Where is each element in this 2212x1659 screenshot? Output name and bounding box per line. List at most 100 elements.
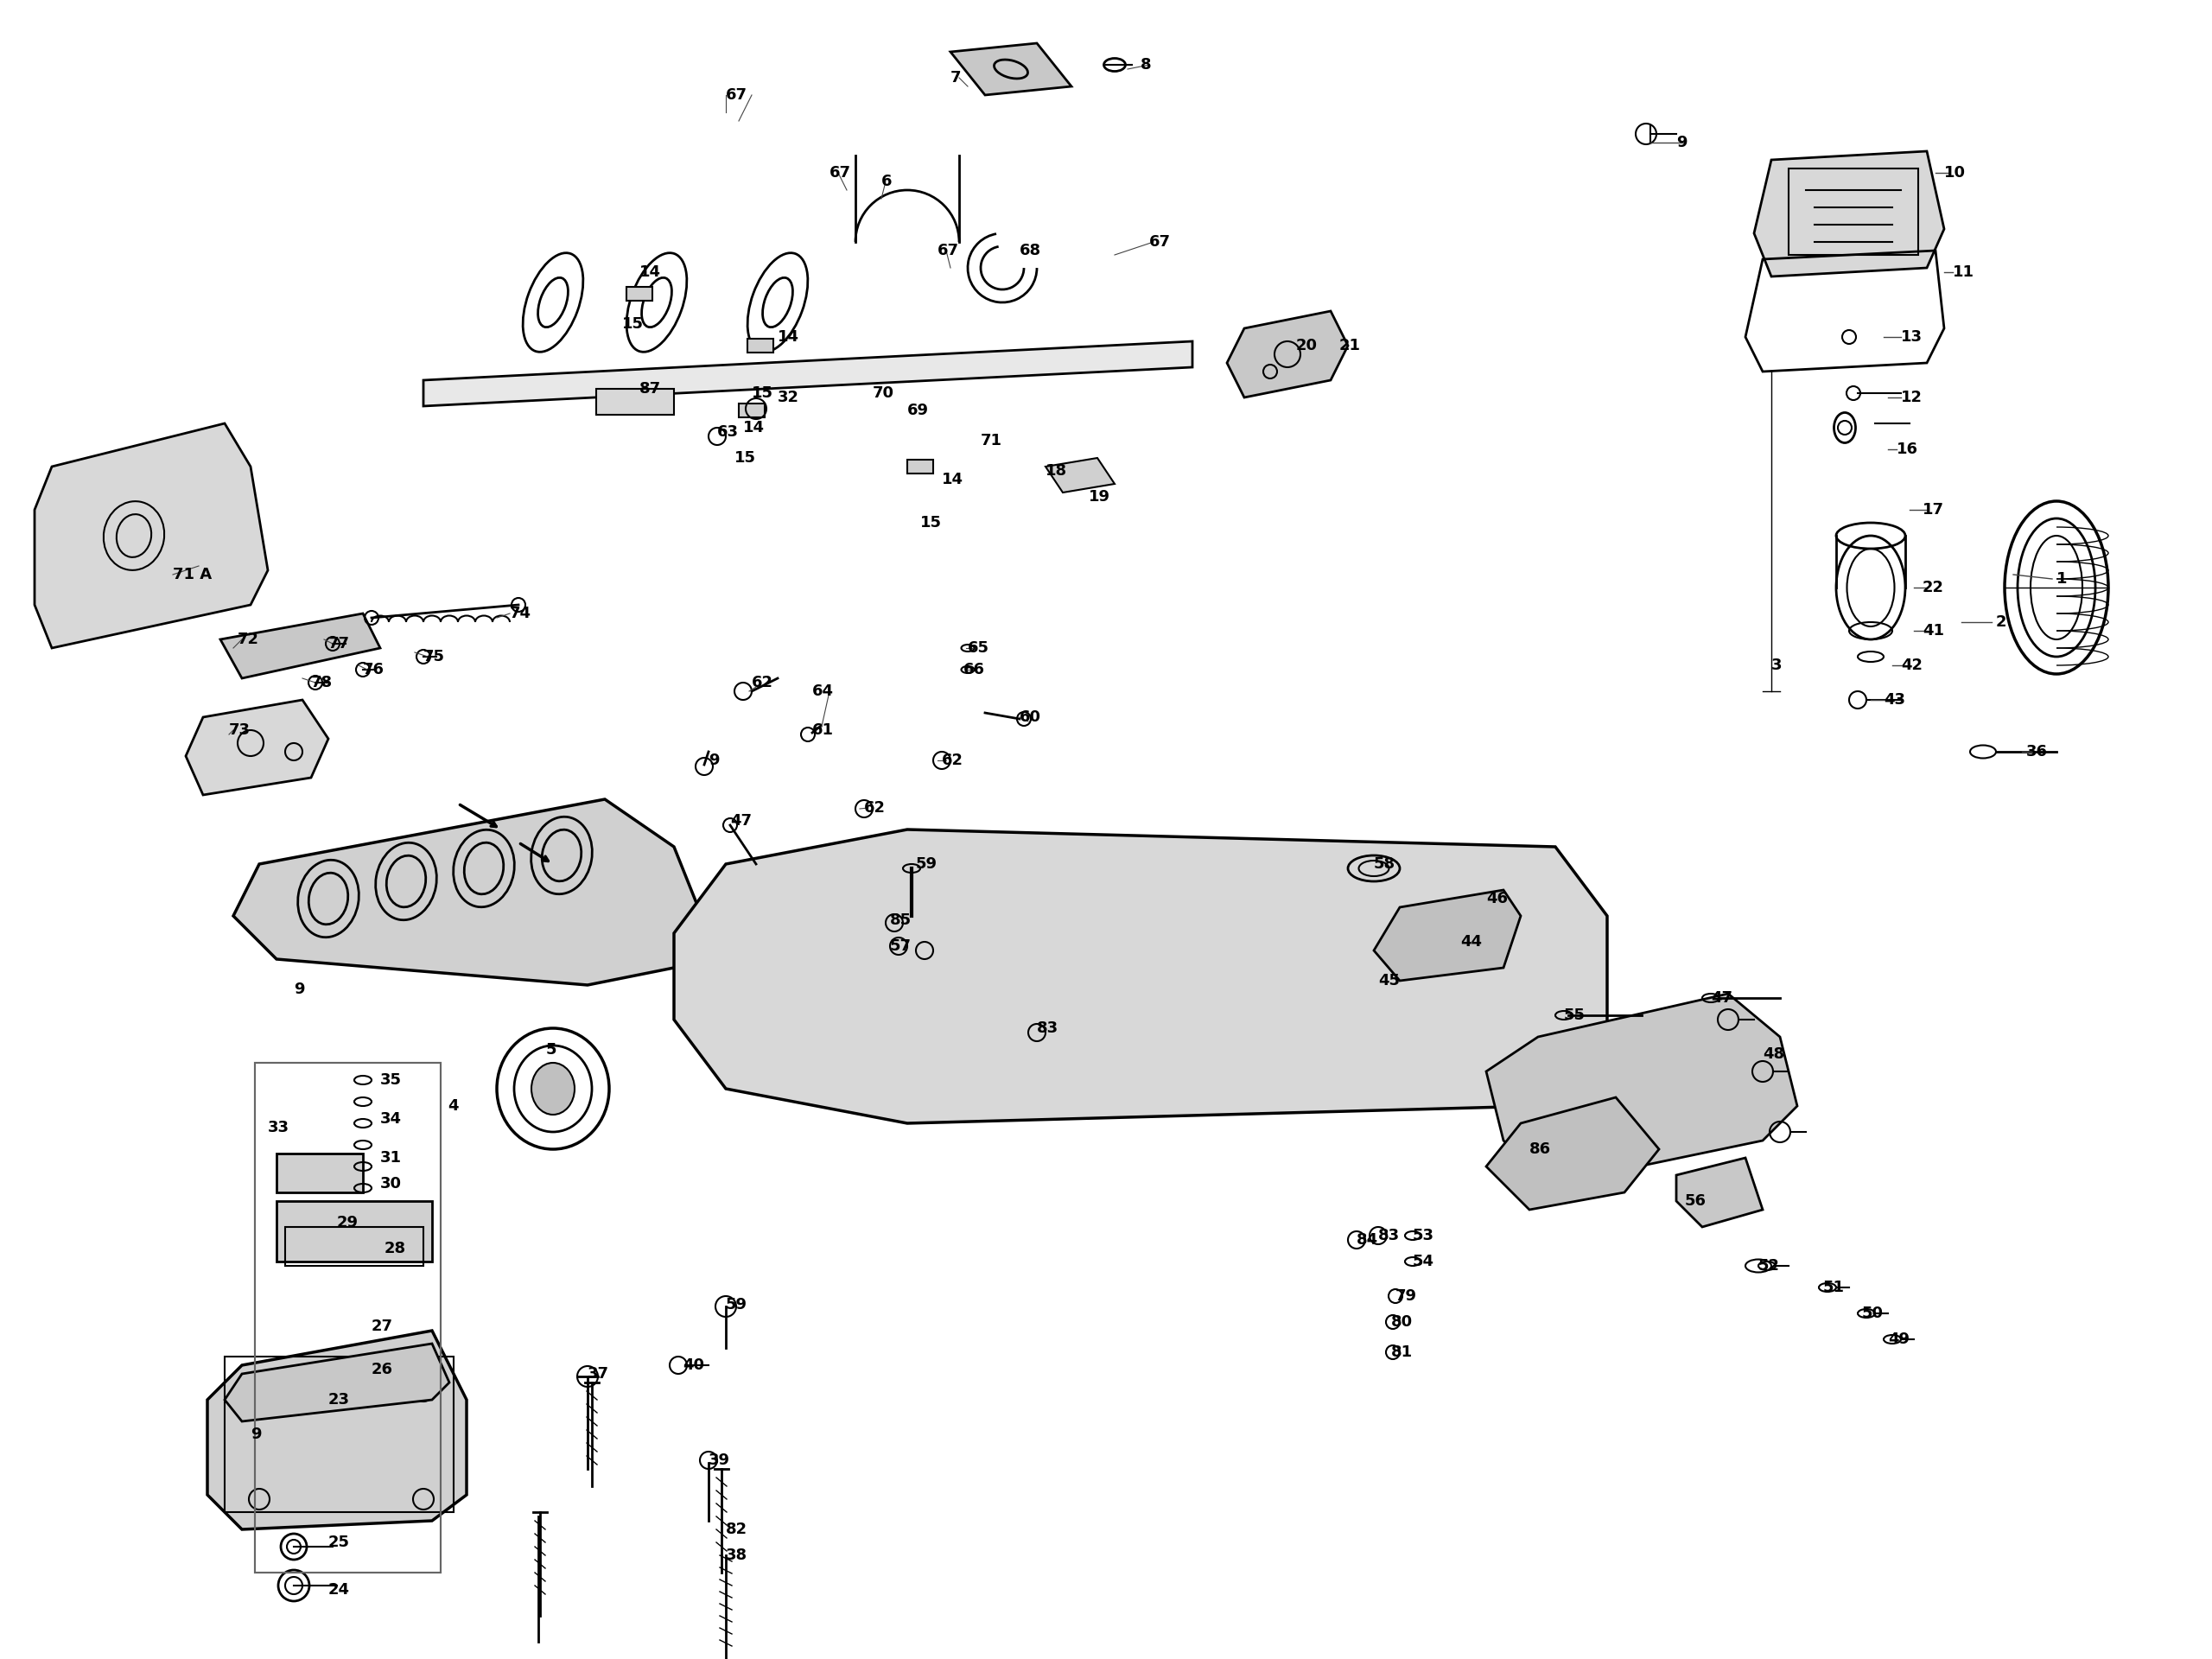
Text: 47: 47 <box>730 813 752 828</box>
Text: 36: 36 <box>2026 743 2048 760</box>
Polygon shape <box>226 1344 449 1422</box>
Text: 81: 81 <box>1391 1344 1413 1360</box>
Text: 63: 63 <box>717 425 739 440</box>
Bar <box>285 1228 422 1266</box>
Text: 16: 16 <box>1896 441 1918 458</box>
Text: 32: 32 <box>779 390 799 405</box>
Polygon shape <box>422 342 1192 406</box>
Text: 29: 29 <box>336 1214 358 1231</box>
Text: 46: 46 <box>1486 891 1509 906</box>
Text: 37: 37 <box>588 1365 608 1382</box>
Bar <box>597 388 675 415</box>
Ellipse shape <box>531 1063 575 1115</box>
Text: 59: 59 <box>726 1297 748 1312</box>
Text: 54: 54 <box>1413 1254 1433 1269</box>
Text: 14: 14 <box>779 328 799 345</box>
Text: 69: 69 <box>907 403 929 418</box>
Text: 87: 87 <box>639 382 661 397</box>
Bar <box>1790 169 1918 255</box>
Text: 12: 12 <box>1900 390 1922 405</box>
Text: 14: 14 <box>639 264 661 280</box>
Text: 84: 84 <box>1356 1233 1378 1248</box>
Text: 79: 79 <box>1396 1289 1418 1304</box>
Bar <box>739 403 765 418</box>
Text: 9: 9 <box>1677 134 1688 151</box>
Text: 9: 9 <box>294 982 305 997</box>
Text: 42: 42 <box>1900 657 1922 674</box>
Text: 59: 59 <box>916 856 938 873</box>
Text: 86: 86 <box>1528 1141 1551 1156</box>
Polygon shape <box>186 700 327 795</box>
Text: 39: 39 <box>708 1453 730 1468</box>
Text: 50: 50 <box>1863 1306 1885 1321</box>
Bar <box>254 1063 440 1573</box>
Text: 19: 19 <box>1088 489 1110 504</box>
Text: 80: 80 <box>1391 1314 1413 1331</box>
Text: 15: 15 <box>752 385 774 401</box>
Text: 47: 47 <box>1710 990 1732 1005</box>
Text: 33: 33 <box>268 1120 290 1135</box>
Text: 6: 6 <box>880 174 891 189</box>
Text: 11: 11 <box>1953 264 1975 280</box>
Text: 28: 28 <box>385 1241 407 1256</box>
Text: 26: 26 <box>372 1362 394 1377</box>
Text: 45: 45 <box>1378 972 1400 989</box>
Text: 9: 9 <box>250 1427 261 1442</box>
Bar <box>907 460 933 473</box>
Text: 65: 65 <box>969 640 989 655</box>
Text: 9: 9 <box>708 753 719 768</box>
Text: 56: 56 <box>1686 1193 1705 1209</box>
Text: 18: 18 <box>1046 463 1066 479</box>
Text: 62: 62 <box>865 800 885 816</box>
Text: 62: 62 <box>942 753 964 768</box>
Text: 21: 21 <box>1338 338 1360 353</box>
Text: 1: 1 <box>2057 571 2068 587</box>
Text: 14: 14 <box>743 420 765 435</box>
Text: 10: 10 <box>1944 164 1966 181</box>
Text: 62: 62 <box>752 675 774 690</box>
Text: 71 A: 71 A <box>173 567 212 582</box>
Text: 60: 60 <box>1020 710 1042 725</box>
Text: 38: 38 <box>726 1548 748 1563</box>
Text: 22: 22 <box>1922 579 1944 596</box>
Polygon shape <box>232 800 708 985</box>
Text: 15: 15 <box>622 317 644 332</box>
Polygon shape <box>1486 1097 1659 1209</box>
Text: 70: 70 <box>874 385 894 401</box>
Text: 30: 30 <box>380 1176 403 1191</box>
Text: 7: 7 <box>951 70 962 86</box>
Text: 85: 85 <box>889 912 911 927</box>
Text: 13: 13 <box>1900 328 1922 345</box>
Text: 82: 82 <box>726 1521 748 1538</box>
Bar <box>748 338 774 353</box>
Text: 20: 20 <box>1296 338 1318 353</box>
Text: 71: 71 <box>980 433 1002 448</box>
Polygon shape <box>1228 312 1347 398</box>
Polygon shape <box>208 1331 467 1530</box>
Text: 57: 57 <box>889 939 911 954</box>
Text: 34: 34 <box>380 1112 403 1126</box>
Text: 53: 53 <box>1413 1228 1433 1243</box>
Text: 52: 52 <box>1759 1258 1781 1274</box>
Polygon shape <box>221 614 380 679</box>
Text: 51: 51 <box>1823 1279 1845 1296</box>
Text: 8: 8 <box>1141 56 1152 73</box>
Text: 48: 48 <box>1763 1047 1785 1062</box>
Text: 4: 4 <box>447 1098 458 1113</box>
Text: 83: 83 <box>1037 1020 1060 1035</box>
Text: 58: 58 <box>1374 856 1396 873</box>
Bar <box>226 1357 453 1511</box>
Text: 74: 74 <box>509 606 531 620</box>
Text: 49: 49 <box>1889 1332 1909 1347</box>
Bar <box>276 1201 431 1261</box>
Text: 40: 40 <box>684 1357 703 1374</box>
Polygon shape <box>1374 889 1522 980</box>
Polygon shape <box>675 830 1608 1123</box>
Text: 41: 41 <box>1922 624 1944 639</box>
Text: 43: 43 <box>1885 692 1905 708</box>
Text: 17: 17 <box>1922 503 1944 518</box>
Text: 67: 67 <box>726 88 748 103</box>
Text: 27: 27 <box>372 1319 394 1334</box>
Polygon shape <box>951 43 1071 95</box>
Text: 66: 66 <box>964 662 984 677</box>
